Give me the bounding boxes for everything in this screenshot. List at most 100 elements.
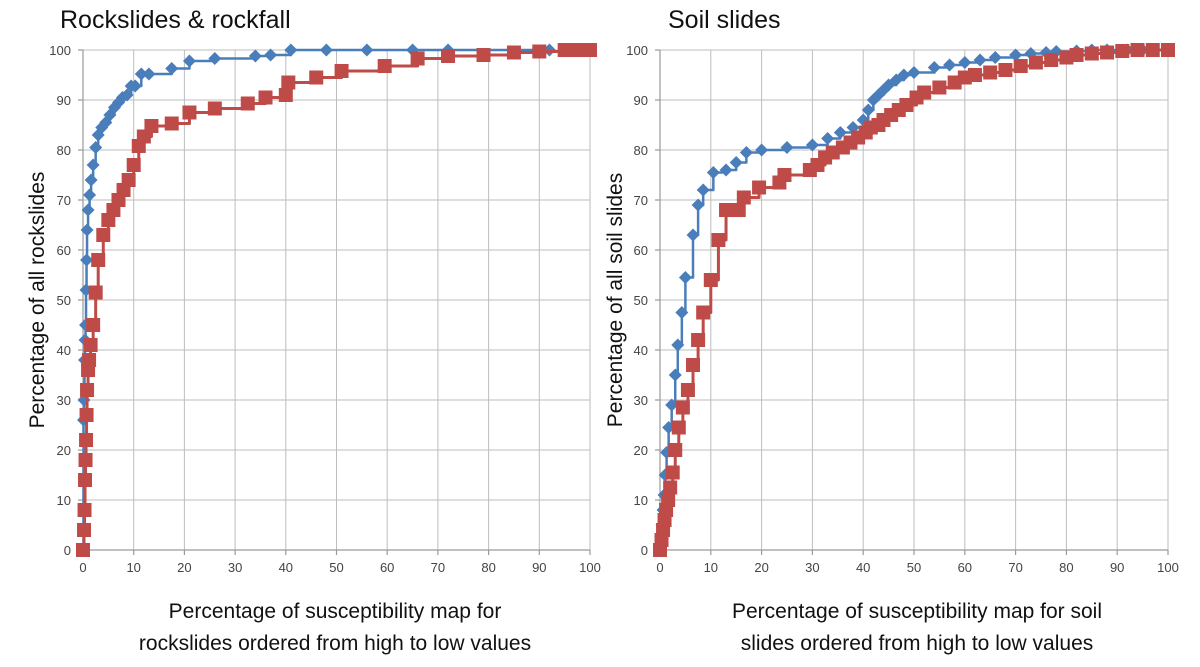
data-point-square: [967, 68, 982, 82]
data-point-square: [532, 44, 547, 59]
data-point-square: [917, 85, 932, 100]
data-point-square: [675, 400, 690, 415]
data-point-diamond: [80, 223, 94, 237]
data-point-square: [78, 473, 93, 487]
x-tick-label: 50: [329, 560, 343, 575]
data-point-square: [240, 96, 255, 111]
x-axis-label-line2: slides ordered from high to low values: [741, 632, 1094, 655]
data-point-square: [932, 80, 947, 95]
data-point-square: [703, 273, 718, 287]
x-tick-label: 30: [805, 560, 819, 575]
data-point-diamond: [973, 53, 987, 67]
x-tick-label: 80: [1059, 560, 1073, 575]
data-point-diamond: [780, 141, 794, 154]
y-tick-label: 70: [57, 193, 71, 208]
data-point-diamond: [739, 146, 753, 159]
data-point-square: [77, 523, 92, 537]
data-point-diamond: [805, 138, 819, 152]
data-point-square: [82, 353, 97, 367]
data-point-square: [671, 420, 686, 435]
data-point-diamond: [80, 253, 94, 267]
grid: [83, 49, 591, 550]
data-point-square: [983, 65, 998, 80]
data-point-square: [686, 358, 701, 372]
data-point-square: [1028, 55, 1043, 70]
x-axis-label-line1: Percentage of susceptibility map for: [169, 600, 502, 623]
series-red-squares: [76, 43, 597, 557]
data-point-square: [377, 59, 392, 73]
data-point-square: [78, 453, 93, 467]
x-tick-label: 50: [907, 560, 921, 575]
data-point-square: [86, 318, 101, 332]
axes: [655, 49, 1169, 555]
data-point-diamond: [897, 68, 911, 82]
data-point-square: [719, 203, 734, 217]
x-tick-label: 100: [1157, 560, 1179, 575]
data-point-diamond: [719, 163, 733, 177]
x-tick-label: 20: [754, 560, 768, 575]
x-tick-label: 10: [126, 560, 140, 575]
x-tick-label: 100: [579, 560, 601, 575]
data-point-square: [334, 64, 349, 78]
y-tick-label: 80: [57, 143, 71, 158]
y-tick-label: 40: [634, 343, 648, 358]
data-point-square: [691, 333, 706, 347]
data-point-diamond: [668, 368, 682, 382]
data-point-square: [1161, 43, 1175, 57]
data-point-square: [281, 75, 296, 90]
data-point-square: [309, 70, 324, 85]
grid: [660, 49, 1169, 550]
data-point-square: [1100, 45, 1115, 60]
data-point-square: [663, 480, 678, 495]
chart-soil-slides: Soil slides 0 10 20 30 40 50 60 70 80 90 100 0 10 20…: [604, 6, 1179, 655]
data-point-diamond: [675, 306, 689, 319]
data-point-diamond: [89, 141, 103, 154]
data-point-square: [91, 253, 106, 267]
data-point-square: [126, 158, 141, 172]
y-tick-label: 20: [634, 443, 648, 458]
data-point-square: [83, 338, 98, 352]
data-point-diamond: [134, 67, 148, 81]
data-point-diamond: [943, 58, 957, 72]
y-tick-label: 0: [64, 543, 71, 558]
data-point-square: [76, 543, 90, 557]
x-axis-label-line1: Percentage of susceptibility map for soi…: [732, 600, 1102, 623]
x-tick-label: 70: [431, 560, 445, 575]
x-tick-labels: 0 10 20 30 40 50 60 70 80 90 100: [79, 560, 600, 575]
y-tick-label: 50: [57, 293, 71, 308]
y-tick-label: 50: [634, 293, 648, 308]
data-point-square: [441, 49, 456, 63]
x-tick-label: 0: [656, 560, 663, 575]
data-point-square: [665, 465, 680, 480]
data-point-diamond: [128, 79, 142, 93]
y-tick-label: 40: [57, 343, 71, 358]
series: [653, 43, 1175, 557]
data-point-square: [258, 90, 273, 105]
data-point-square: [79, 408, 94, 422]
data-point-square: [1069, 48, 1084, 62]
data-point-square: [182, 105, 197, 120]
x-tick-labels: 0 10 20 30 40 50 60 70 80 90 100: [656, 560, 1178, 575]
x-tick-label: 90: [532, 560, 546, 575]
data-point-square: [696, 305, 711, 320]
data-point-square: [680, 383, 695, 397]
data-point-diamond: [686, 228, 700, 242]
y-tick-label: 30: [634, 393, 648, 408]
data-point-diamond: [861, 103, 875, 117]
data-point-diamond: [755, 143, 769, 157]
data-point-diamond: [142, 67, 156, 81]
x-tick-label: 20: [177, 560, 191, 575]
x-tick-label: 40: [279, 560, 293, 575]
data-point-diamond: [958, 56, 972, 69]
data-point-square: [121, 173, 136, 187]
chart-title: Rockslides & rockfall: [60, 6, 291, 34]
data-point-square: [736, 190, 751, 205]
data-point-diamond: [84, 173, 98, 187]
data-point-diamond: [678, 271, 692, 284]
data-point-diamond: [81, 203, 95, 217]
data-point-diamond: [671, 338, 685, 352]
data-point-square: [1115, 44, 1130, 58]
data-point-square: [777, 168, 792, 182]
data-point-square: [1145, 43, 1160, 57]
